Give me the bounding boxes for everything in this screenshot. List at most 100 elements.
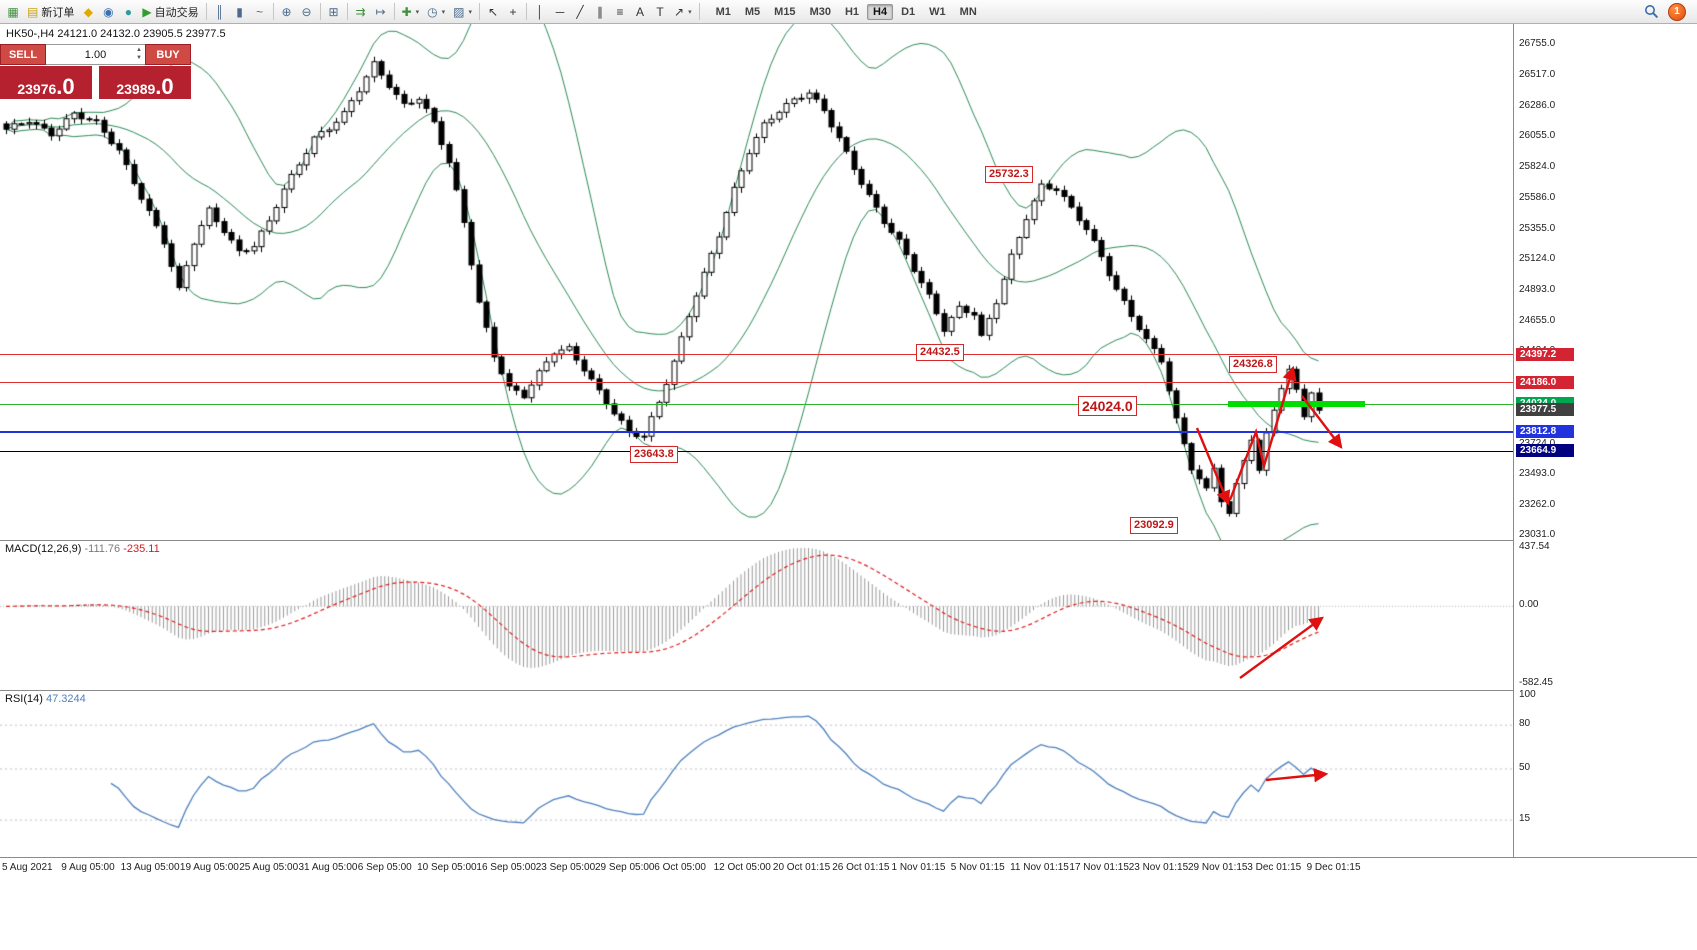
sell-button[interactable]: SELL [0, 44, 46, 65]
rsi-value: 47.3244 [45, 693, 86, 705]
new-chart-button[interactable]: ▦ [3, 2, 23, 22]
timeframe-d1[interactable]: D1 [895, 4, 921, 20]
price-annotation[interactable]: 24326.8 [1229, 356, 1277, 373]
price-tick: 23724.0 [1519, 437, 1556, 449]
time-label: 9 Aug 05:00 [61, 862, 115, 873]
price-annotation[interactable]: 23092.9 [1130, 517, 1178, 534]
line-chart-button[interactable]: ~ [250, 2, 270, 22]
trendline-button[interactable]: ╱ [570, 2, 590, 22]
zoom-out-button[interactable]: ⊖ [297, 2, 317, 22]
auto-trading-button[interactable]: ▶ 自动交易 [138, 2, 202, 22]
cursor-button[interactable]: ↖ [483, 2, 503, 22]
price-axis[interactable]: 26755.0 26517.0 26286.0 26055.0 25824.0 25586… [1513, 24, 1697, 857]
one-click-trading-panel: SELL 1.00 ▲ ▼ BUY 23976 .0 23989 .0 [0, 44, 191, 99]
horizontal-line-button[interactable]: ─ [550, 2, 570, 22]
price-annotation[interactable]: 25732.3 [985, 166, 1033, 183]
timeframe-m15[interactable]: M15 [768, 4, 801, 20]
toolbar-separator [393, 3, 395, 20]
arrows-button[interactable]: ↗ ▾ [670, 2, 696, 22]
auto-scroll-button[interactable]: ⇉ [351, 2, 371, 22]
toolbar-separator [479, 3, 481, 20]
templates-button[interactable]: ▨ ▾ [449, 2, 476, 22]
new-order-button[interactable]: ▤ 新订单 [23, 2, 78, 22]
timeframe-m5[interactable]: M5 [739, 4, 766, 20]
time-label: 9 Dec 01:15 [1306, 862, 1361, 873]
label-button[interactable]: T [650, 2, 670, 22]
buy-button[interactable]: BUY [145, 44, 191, 65]
price-annotation[interactable]: 23643.8 [630, 446, 678, 463]
time-label: 5 Nov 01:15 [950, 862, 1005, 873]
indicators-button[interactable]: ✚ ▾ [398, 2, 424, 22]
support-zone-segment[interactable] [1228, 401, 1365, 408]
new-order-button-label: 新订单 [41, 6, 75, 19]
toolbar-separator [346, 3, 348, 20]
crosshair-button[interactable]: + [503, 2, 523, 22]
macd-axis-tick: -582.45 [1519, 677, 1553, 688]
horizontal-line-24397.2[interactable] [0, 354, 1513, 356]
search-icon[interactable] [1644, 4, 1659, 19]
volume-up-icon[interactable]: ▲ [136, 47, 142, 53]
community-button[interactable]: ◉ [98, 2, 118, 22]
timeframe-m1[interactable]: M1 [710, 4, 737, 20]
time-label: 10 Sep 05:00 [417, 862, 477, 873]
zoom-in-button[interactable]: ⊕ [277, 2, 297, 22]
macd-indicator-label: MACD(12,26,9) -111.76 -235.11 [5, 543, 160, 555]
tile-windows-button[interactable]: ⊞ [324, 2, 344, 22]
price-annotation[interactable]: 24432.5 [916, 344, 964, 361]
arrow-objects-icon: ↗ [674, 4, 685, 19]
mql5-button[interactable]: ● [118, 2, 138, 22]
template-icon: ▨ [453, 4, 465, 19]
horizontal-line-23812.8[interactable] [0, 430, 1513, 433]
tile-windows-icon: ⊞ [328, 4, 339, 19]
time-label: 6 Sep 05:00 [357, 862, 412, 873]
rsi-axis-tick: 80 [1519, 718, 1531, 730]
timeframe-mn[interactable]: MN [954, 4, 983, 20]
timeframe-w1[interactable]: W1 [923, 4, 952, 20]
sell-price[interactable]: 23976 .0 [0, 66, 92, 99]
price-tick: 26286.0 [1519, 99, 1556, 111]
metaeditor-button[interactable]: ◆ [78, 2, 98, 22]
vertical-line-button[interactable]: │ [530, 2, 550, 22]
horizontal-line-24186[interactable] [0, 382, 1513, 384]
periods-button[interactable]: ◷ ▾ [423, 2, 449, 22]
candlestick-chart-button[interactable]: ▮ [230, 2, 250, 22]
timeframe-h4[interactable]: H4 [867, 3, 894, 20]
buy-price-frac: .0 [155, 74, 174, 100]
toolbar-separator [319, 3, 321, 20]
fibonacci-button[interactable]: ≡ [610, 2, 630, 22]
time-axis[interactable]: 5 Aug 2021 9 Aug 05:00 13 Aug 05:00 19 Aug … [0, 857, 1697, 878]
fibonacci-icon: ≡ [616, 4, 624, 19]
caret-down-icon: ▾ [688, 8, 692, 16]
price-annotation[interactable]: 24024.0 [1078, 396, 1137, 416]
time-label: 3 Dec 01:15 [1247, 862, 1302, 873]
timeframe-m30[interactable]: M30 [804, 4, 837, 20]
bar-chart-button[interactable]: ║ [210, 2, 230, 22]
rsi-axis-tick: 15 [1519, 813, 1531, 825]
toolbar: ▦ ▤ 新订单 ◆ ◉ ● ▶ 自动交易 ║ ▮ ~ ⊕ ⊖ ⊞ ⇉ ↦ ✚ ▾ ◷ ▾ ▨ ▾ ↖ + │ ─ ╱ ∥ ≡ A T ↗ ▾ M… [0, 0, 1697, 24]
chart-ohlc-header: HK50-,H4 24121.0 24132.0 23905.5 23977.5 [6, 28, 226, 40]
timeframe-h1[interactable]: H1 [839, 4, 865, 20]
price-tick: 26755.0 [1519, 38, 1556, 50]
notification-badge[interactable]: 1 [1668, 2, 1686, 21]
macd-signal-value: -235.11 [123, 543, 160, 555]
trendline-icon: ╱ [576, 4, 584, 19]
horizontal-line-24024[interactable] [0, 403, 1513, 405]
time-label: 19 Aug 05:00 [179, 862, 239, 873]
rsi-canvas[interactable] [0, 690, 1513, 858]
volume-down-icon[interactable]: ▼ [136, 54, 142, 61]
channel-button[interactable]: ∥ [590, 2, 610, 22]
buy-price[interactable]: 23989 .0 [99, 66, 191, 99]
chart-shift-button[interactable]: ↦ [371, 2, 391, 22]
horizontal-line-23664.9[interactable] [0, 450, 1513, 452]
time-label: 29 Nov 01:15 [1188, 862, 1248, 873]
gold-diamond-icon: ◆ [83, 4, 93, 19]
time-label: 12 Oct 05:00 [713, 862, 771, 873]
volume-stepper[interactable]: 1.00 ▲ ▼ [46, 44, 145, 65]
time-label: 6 Oct 05:00 [654, 862, 706, 873]
sell-price-frac: .0 [56, 74, 75, 100]
text-button[interactable]: A [630, 2, 650, 22]
macd-canvas[interactable] [0, 540, 1513, 691]
price-chart-canvas[interactable] [0, 24, 1513, 540]
time-label: 1 Nov 01:15 [891, 862, 946, 873]
toolbar-right: 1 [1644, 2, 1694, 21]
